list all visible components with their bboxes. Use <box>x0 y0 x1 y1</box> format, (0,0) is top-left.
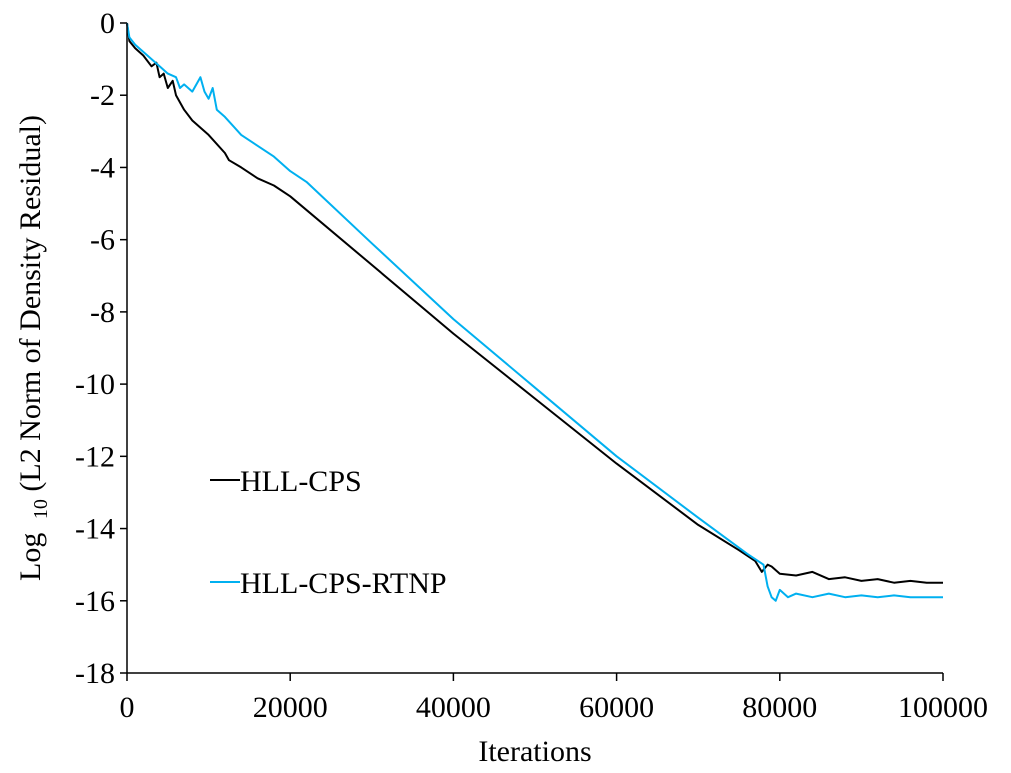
y-tick-label: -14 <box>75 513 115 546</box>
x-tick-label: 0 <box>120 691 135 724</box>
legend-label-hll-cps: HLL-CPS <box>240 465 362 498</box>
series-line-hll-cps <box>126 22 943 584</box>
y-tick-label: -16 <box>75 585 115 618</box>
x-tick-label: 40000 <box>416 691 491 724</box>
y-tick-label: 0 <box>100 7 115 40</box>
y-axis-title: Log 10 (L2 Norm of Density Residual) <box>14 115 54 581</box>
x-axis-ticks: 0 20000 40000 60000 80000 100000 <box>120 673 988 724</box>
x-axis-title: Iterations <box>478 735 591 768</box>
y-axis-ticks: 0 -2 -4 -6 -8 -10 -12 -14 -16 -18 <box>75 7 127 690</box>
y-tick-label: -10 <box>75 368 115 401</box>
y-tick-label: -12 <box>75 440 115 473</box>
series-line-hll-cps-rtnp <box>126 22 943 602</box>
x-tick-label: 60000 <box>579 691 654 724</box>
y-tick-label: -4 <box>90 151 115 184</box>
y-tick-label: -18 <box>75 657 115 690</box>
x-tick-label: 80000 <box>742 691 817 724</box>
y-tick-label: -2 <box>90 79 115 112</box>
series-layer <box>126 22 943 602</box>
y-axis-title-main: (L2 Norm of Density Residual) <box>14 115 47 492</box>
x-tick-label: 20000 <box>253 691 328 724</box>
legend: HLL-CPS HLL-CPS-RTNP <box>210 465 447 600</box>
y-axis-title-subscript: 10 <box>30 499 52 519</box>
y-axis-title-prefix: Log <box>14 533 47 581</box>
legend-label-hll-cps-rtnp: HLL-CPS-RTNP <box>240 567 447 600</box>
y-tick-label: -8 <box>90 296 115 329</box>
y-tick-label: -6 <box>90 224 115 257</box>
x-tick-label: 100000 <box>898 691 988 724</box>
